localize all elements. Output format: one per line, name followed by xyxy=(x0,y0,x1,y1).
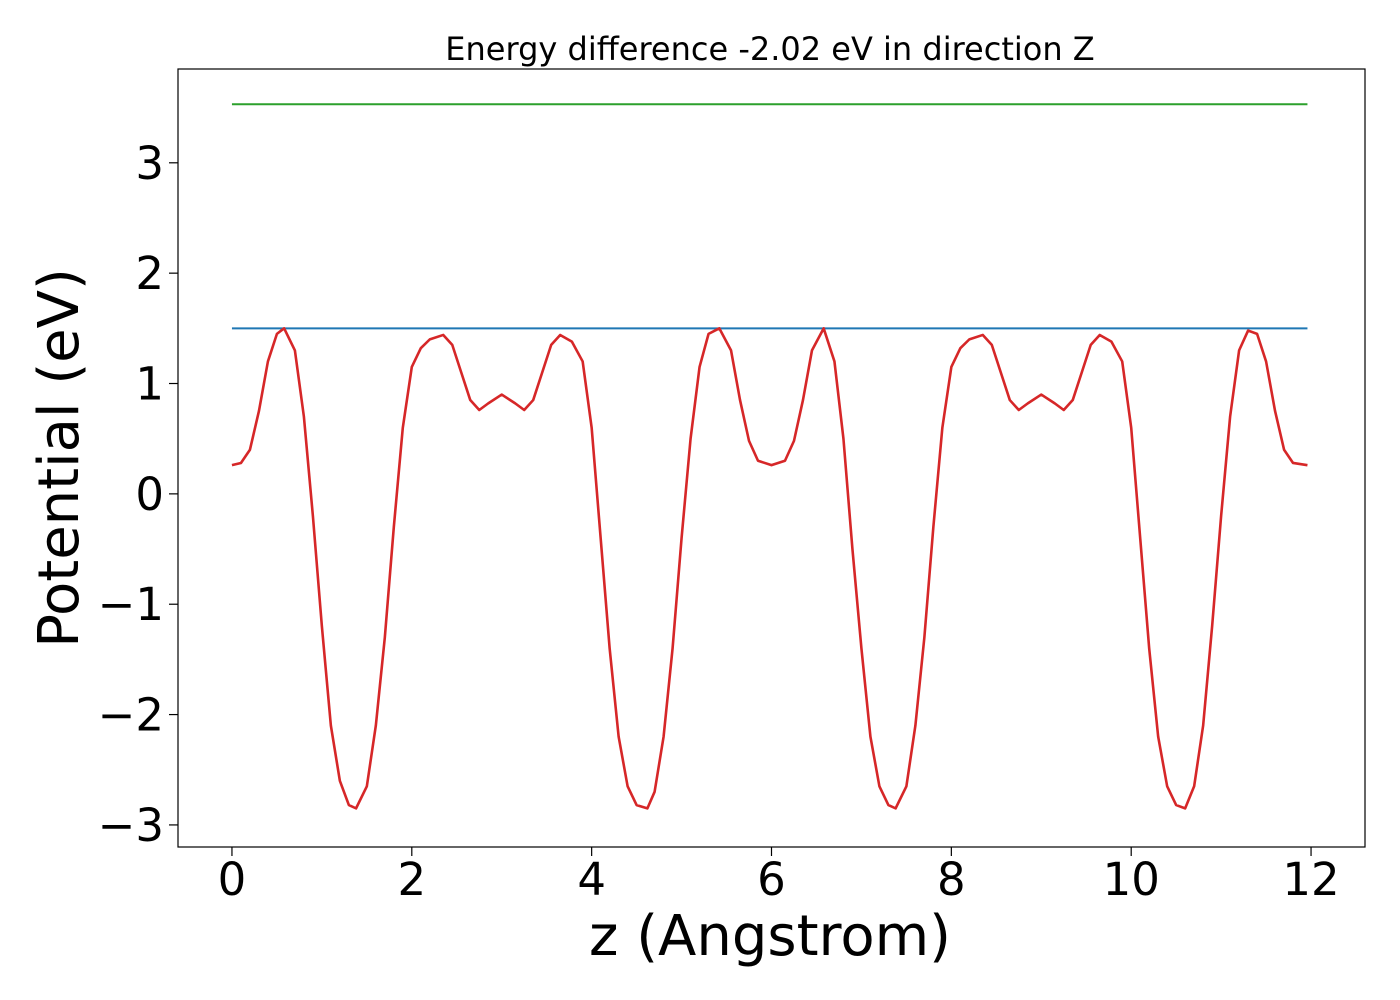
y-tick-label: 2 xyxy=(135,247,164,300)
chart-title: Energy difference -2.02 eV in direction … xyxy=(445,30,1094,68)
y-axis-label: Potential (eV) xyxy=(27,268,92,648)
x-axis-label: z (Angstrom) xyxy=(589,904,951,969)
y-tick-label: −1 xyxy=(98,578,164,631)
x-tick-label: 2 xyxy=(397,853,426,906)
series-line-3 xyxy=(231,327,1308,810)
plot-area-frame xyxy=(177,68,1366,848)
y-tick-label: 0 xyxy=(135,468,164,521)
x-tick-label: 10 xyxy=(1103,853,1160,906)
y-tick-label: 3 xyxy=(135,137,164,190)
x-tick-label: 12 xyxy=(1282,853,1339,906)
y-tick-label: −3 xyxy=(98,799,164,852)
x-tick-label: 8 xyxy=(937,853,966,906)
y-tick-label: 1 xyxy=(135,358,164,411)
x-axis: 0 2 4 6 8 10 12 xyxy=(218,847,1340,906)
y-axis: −3 −2 −1 0 1 2 3 xyxy=(98,137,178,852)
y-tick-label: −2 xyxy=(98,689,164,742)
series-layer xyxy=(231,103,1308,810)
x-tick-label: 6 xyxy=(757,853,786,906)
x-tick-label: 4 xyxy=(577,853,606,906)
x-tick-label: 0 xyxy=(218,853,247,906)
